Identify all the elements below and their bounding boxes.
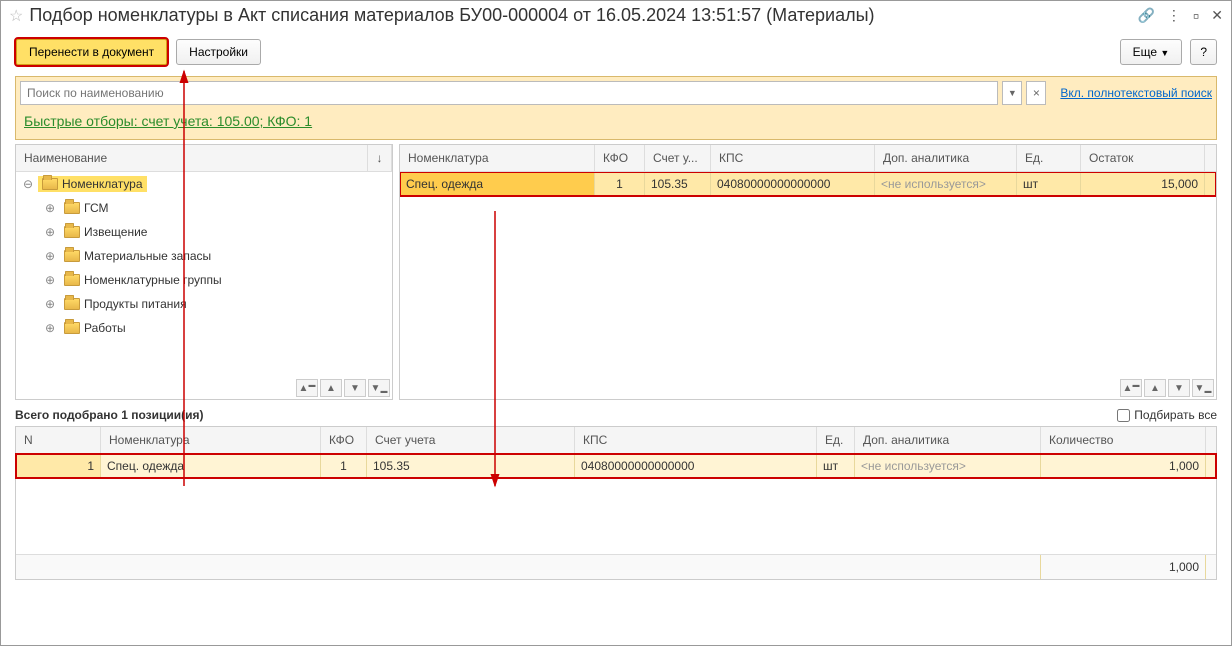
footer-total-qty: 1,000 xyxy=(1041,555,1206,579)
tree-item-label: Материальные запасы xyxy=(84,249,211,263)
folder-icon xyxy=(64,298,80,310)
nav-down-button[interactable]: ▼ xyxy=(344,379,366,397)
folder-icon xyxy=(64,322,80,334)
tree-header: Наименование ↓ xyxy=(16,145,392,172)
more-button[interactable]: Еще ▼ xyxy=(1120,39,1183,65)
tree-header-name[interactable]: Наименование xyxy=(16,145,368,171)
tree-sort-indicator[interactable]: ↓ xyxy=(368,145,392,171)
tree-item[interactable]: ⊕ Извещение xyxy=(16,220,392,244)
chevron-down-icon: ▼ xyxy=(1160,48,1169,58)
tree-item[interactable]: ⊕ Номенклатурные группы xyxy=(16,268,392,292)
column-header[interactable]: Счет учета xyxy=(367,427,575,453)
folder-icon xyxy=(64,202,80,214)
tree-item[interactable]: ⊕ Продукты питания xyxy=(16,292,392,316)
close-icon[interactable]: ✕ xyxy=(1211,7,1223,24)
tree-panel: Наименование ↓ ⊖ Номенклатура ⊕ ГСМ ⊕ Извещен… xyxy=(15,144,393,400)
kebab-menu-icon[interactable]: ⋮ xyxy=(1167,7,1181,24)
items-grid-header: НоменклатураКФОСчет у...КПСДоп. аналитик… xyxy=(400,145,1216,172)
help-button[interactable]: ? xyxy=(1190,39,1217,65)
items-nav-buttons: ▲▬ ▲ ▼ ▼▬ xyxy=(400,377,1216,399)
selected-grid-header: NНоменклатураКФОСчет учетаКПСЕд.Доп. ана… xyxy=(16,427,1216,454)
column-header[interactable]: КПС xyxy=(575,427,817,453)
tree-item-label: Номенклатурные группы xyxy=(84,273,222,287)
tree-toggle-icon[interactable]: ⊕ xyxy=(44,297,56,311)
select-all-checkbox[interactable]: Подбирать все xyxy=(1117,408,1217,422)
tree-item[interactable]: ⊕ ГСМ xyxy=(16,196,392,220)
column-header[interactable]: Номенклатура xyxy=(101,427,321,453)
tree-item-label: Продукты питания xyxy=(84,297,187,311)
link-icon[interactable]: 🔗 xyxy=(1137,7,1154,24)
tree-item[interactable]: ⊖ Номенклатура xyxy=(16,172,392,196)
tree-item-label: Извещение xyxy=(84,225,147,239)
search-row: ▼ × Вкл. полнотекстовый поиск xyxy=(20,81,1212,105)
column-header[interactable]: Количество xyxy=(1041,427,1206,453)
tree-item-label: Номенклатура xyxy=(62,177,143,191)
transfer-to-document-button[interactable]: Перенести в документ xyxy=(15,38,168,66)
nav-last-button[interactable]: ▼▬ xyxy=(1192,379,1214,397)
tree-body[interactable]: ⊖ Номенклатура ⊕ ГСМ ⊕ Извещение ⊕ Материальные… xyxy=(16,172,392,377)
settings-button[interactable]: Настройки xyxy=(176,39,261,65)
search-clear-button[interactable]: × xyxy=(1026,81,1046,105)
nav-up-button[interactable]: ▲ xyxy=(320,379,342,397)
toolbar: Перенести в документ Настройки Еще ▼ ? xyxy=(1,34,1231,76)
tree-item-label: ГСМ xyxy=(84,201,109,215)
titlebar: ☆ Подбор номенклатуры в Акт списания мат… xyxy=(1,1,1231,34)
column-header[interactable]: Счет у... xyxy=(645,145,711,171)
selected-grid-row[interactable]: 1Спец. одежда1105.3504080000000000000шт<… xyxy=(16,454,1216,478)
minimize-icon[interactable]: ▫ xyxy=(1193,11,1199,21)
favorite-star-icon[interactable]: ☆ xyxy=(9,6,23,26)
folder-icon xyxy=(64,274,80,286)
selected-grid: NНоменклатураКФОСчет учетаКПСЕд.Доп. ана… xyxy=(15,426,1217,580)
nav-down-button[interactable]: ▼ xyxy=(1168,379,1190,397)
nav-first-button[interactable]: ▲▬ xyxy=(296,379,318,397)
tree-toggle-icon[interactable]: ⊕ xyxy=(44,249,56,263)
nav-first-button[interactable]: ▲▬ xyxy=(1120,379,1142,397)
clear-icon: × xyxy=(1033,86,1040,100)
tree-toggle-icon[interactable]: ⊕ xyxy=(44,201,56,215)
items-grid-row[interactable]: Спец. одежда1105.3504080000000000000<не … xyxy=(400,172,1216,196)
filter-bar: ▼ × Вкл. полнотекстовый поиск Быстрые от… xyxy=(15,76,1217,140)
items-grid-panel: НоменклатураКФОСчет у...КПСДоп. аналитик… xyxy=(399,144,1217,400)
column-header[interactable]: Доп. аналитика xyxy=(855,427,1041,453)
selected-grid-body[interactable]: 1Спец. одежда1105.3504080000000000000шт<… xyxy=(16,454,1216,554)
column-header[interactable]: Остаток xyxy=(1081,145,1205,171)
search-input[interactable] xyxy=(20,81,998,105)
column-header[interactable]: N xyxy=(16,427,101,453)
nav-last-button[interactable]: ▼▬ xyxy=(368,379,390,397)
column-header[interactable]: Ед. xyxy=(1017,145,1081,171)
column-header[interactable]: КФО xyxy=(321,427,367,453)
tree-toggle-icon[interactable]: ⊖ xyxy=(22,177,34,191)
tree-toggle-icon[interactable]: ⊕ xyxy=(44,321,56,335)
tree-toggle-icon[interactable]: ⊕ xyxy=(44,273,56,287)
nav-up-button[interactable]: ▲ xyxy=(1144,379,1166,397)
column-header[interactable]: Номенклатура xyxy=(400,145,595,171)
items-grid-body[interactable]: Спец. одежда1105.3504080000000000000<не … xyxy=(400,172,1216,377)
summary-text: Всего подобрано 1 позиции(ия) xyxy=(15,408,203,422)
folder-icon xyxy=(64,250,80,262)
middle-panels: Наименование ↓ ⊖ Номенклатура ⊕ ГСМ ⊕ Извещен… xyxy=(15,144,1217,400)
quick-filter-link[interactable]: Быстрые отборы: счет учета: 105.00; КФО:… xyxy=(20,111,1212,135)
search-dropdown-button[interactable]: ▼ xyxy=(1002,81,1022,105)
column-header[interactable]: Ед. xyxy=(817,427,855,453)
tree-toggle-icon[interactable]: ⊕ xyxy=(44,225,56,239)
select-all-input[interactable] xyxy=(1117,409,1130,422)
fulltext-search-link[interactable]: Вкл. полнотекстовый поиск xyxy=(1060,86,1212,100)
folder-icon xyxy=(42,178,58,190)
selection-window: ☆ Подбор номенклатуры в Акт списания мат… xyxy=(0,0,1232,646)
column-header[interactable]: КПС xyxy=(711,145,875,171)
folder-icon xyxy=(64,226,80,238)
tree-item[interactable]: ⊕ Работы xyxy=(16,316,392,340)
window-title: Подбор номенклатуры в Акт списания матер… xyxy=(29,5,1131,26)
window-controls: 🔗 ⋮ ▫ ✕ xyxy=(1137,7,1223,24)
chevron-down-icon: ▼ xyxy=(1008,88,1017,98)
summary-row: Всего подобрано 1 позиции(ия) Подбирать … xyxy=(15,408,1217,422)
column-header[interactable]: Доп. аналитика xyxy=(875,145,1017,171)
tree-item[interactable]: ⊕ Материальные запасы xyxy=(16,244,392,268)
tree-nav-buttons: ▲▬ ▲ ▼ ▼▬ xyxy=(16,377,392,399)
tree-item-label: Работы xyxy=(84,321,126,335)
column-header[interactable]: КФО xyxy=(595,145,645,171)
selected-grid-footer: 1,000 xyxy=(16,554,1216,579)
